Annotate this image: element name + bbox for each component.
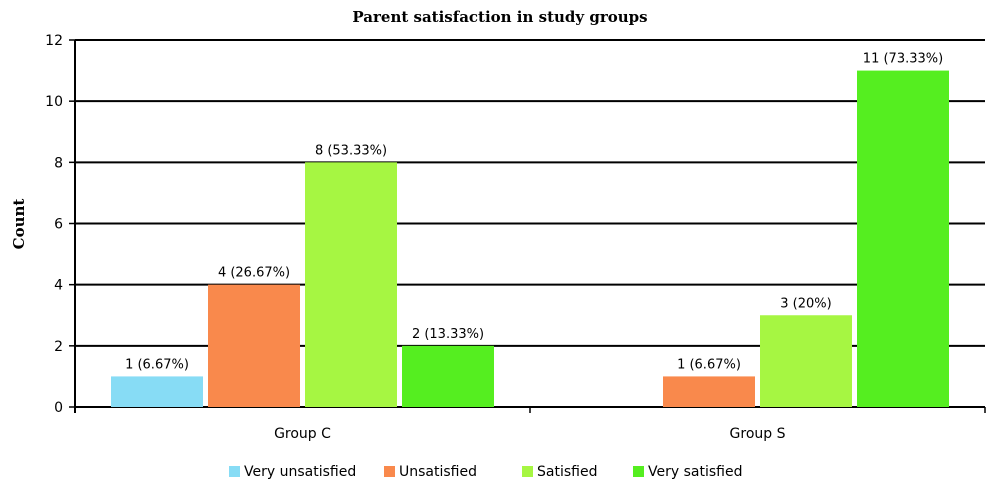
data-label: 1 (6.67%) xyxy=(125,357,189,372)
y-tick-label: 2 xyxy=(54,339,63,355)
y-tick-label: 12 xyxy=(45,33,63,49)
data-labels: 1 (6.67%) 4 (26.67%) 8 (53.33%) 2 (13.33%) 1… xyxy=(125,52,943,373)
data-label: 4 (26.67%) xyxy=(218,266,290,281)
y-tick-label: 6 xyxy=(54,217,63,233)
y-tick-label: 8 xyxy=(54,155,63,171)
chart-title: Parent satisfaction in study groups xyxy=(352,8,647,26)
bars xyxy=(111,70,949,407)
bar xyxy=(402,345,494,407)
bar xyxy=(208,284,300,407)
y-axis-label: Count xyxy=(10,199,28,250)
y-tick-labels: 0 2 4 6 8 10 12 xyxy=(45,33,63,416)
legend-swatch xyxy=(384,466,395,477)
bar xyxy=(663,376,755,407)
data-label: 11 (73.33%) xyxy=(863,52,943,67)
y-tick-label: 10 xyxy=(45,94,63,110)
data-label: 1 (6.67%) xyxy=(677,357,741,372)
legend-label: Unsatisfied xyxy=(399,464,477,480)
legend-swatch xyxy=(522,466,533,477)
bar xyxy=(111,376,203,407)
bar xyxy=(857,70,949,407)
category-label: Group S xyxy=(730,426,786,442)
data-label: 8 (53.33%) xyxy=(315,143,387,158)
legend-label: Very unsatisfied xyxy=(244,464,356,480)
y-tick-label: 0 xyxy=(54,400,63,416)
bar xyxy=(760,315,852,407)
legend-swatch xyxy=(229,466,240,477)
category-label: Group C xyxy=(274,426,331,442)
legend: Very unsatisfied Unsatisfied Satisfied Very… xyxy=(229,464,742,480)
data-label: 3 (20%) xyxy=(780,296,831,311)
legend-label: Satisfied xyxy=(537,464,597,480)
data-label: 2 (13.33%) xyxy=(412,327,484,342)
bar xyxy=(305,162,397,407)
legend-label: Very satisfied xyxy=(648,464,742,480)
y-tick-label: 4 xyxy=(54,278,63,294)
category-labels: Group C Group S xyxy=(274,426,786,442)
legend-swatch xyxy=(633,466,644,477)
